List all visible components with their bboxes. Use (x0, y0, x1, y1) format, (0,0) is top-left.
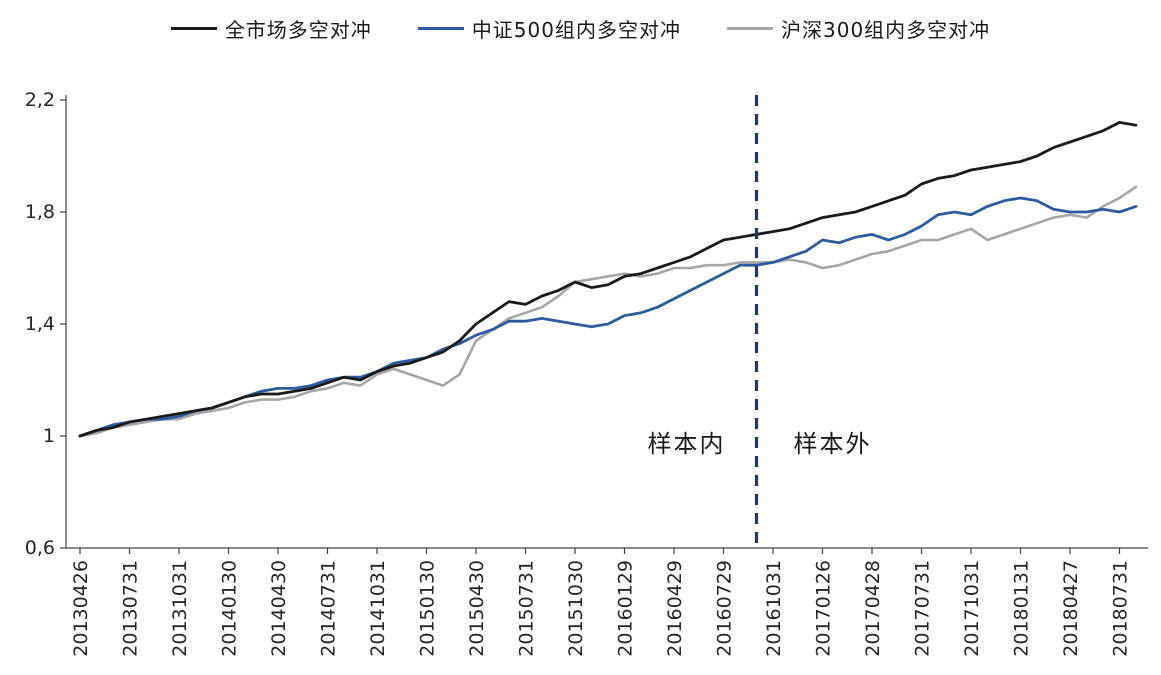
x-tick-label: 20180731 (1110, 560, 1132, 657)
x-tick-label: 20160129 (615, 560, 637, 657)
x-tick-label: 20151030 (565, 560, 587, 657)
y-tick-label: 0,6 (25, 537, 55, 559)
x-tick-label: 20140731 (318, 560, 340, 657)
series-line-0 (78, 121, 1138, 438)
x-tick-label: 20160429 (664, 560, 686, 657)
x-tick-label: 20171031 (961, 560, 983, 657)
x-tick-label: 20150731 (516, 560, 538, 657)
legend-line-swatch (727, 27, 773, 30)
x-tick-label: 20160729 (714, 560, 736, 657)
x-tick-label: 20180427 (1060, 560, 1082, 657)
legend: 全市场多空对冲 中证500组内多空对冲 沪深300组内多空对冲 (0, 14, 1161, 43)
x-tick-label: 20150130 (417, 560, 439, 657)
series-line-2 (78, 185, 1138, 438)
y-tick-label: 1 (43, 425, 55, 447)
legend-label: 沪深300组内多空对冲 (781, 18, 991, 42)
legend-label: 全市场多空对冲 (224, 18, 372, 42)
x-tick-label: 20130731 (120, 560, 142, 657)
y-tick-label: 1,8 (25, 201, 55, 223)
x-tick-label: 20161031 (763, 560, 785, 657)
x-tick-label: 20180131 (1011, 560, 1033, 657)
x-tick-label: 20140130 (219, 560, 241, 657)
x-tick-label: 20170126 (813, 560, 835, 657)
x-tick-label: 20150430 (466, 560, 488, 657)
legend-line-swatch (417, 27, 464, 30)
y-tick-label: 1,4 (25, 313, 55, 335)
x-tick-label: 20141031 (367, 560, 389, 657)
legend-item-1: 中证500组内多空对冲 (417, 14, 681, 43)
annotation-in-sample: 样本内 (648, 430, 726, 458)
legend-line-swatch (170, 27, 217, 30)
x-tick-label: 20131031 (169, 560, 191, 657)
legend-item-0: 全市场多空对冲 (170, 14, 372, 43)
x-tick-label: 20170731 (912, 560, 934, 657)
y-tick-label: 2,2 (25, 89, 55, 111)
x-tick-label: 20170428 (862, 560, 884, 657)
series-line-1 (78, 196, 1138, 438)
x-tick-label: 20140430 (268, 560, 290, 657)
x-tick-label: 20130426 (70, 560, 92, 657)
legend-label: 中证500组内多空对冲 (471, 18, 681, 42)
annotation-out-sample: 样本外 (794, 430, 872, 458)
legend-item-2: 沪深300组内多空对冲 (727, 14, 990, 43)
